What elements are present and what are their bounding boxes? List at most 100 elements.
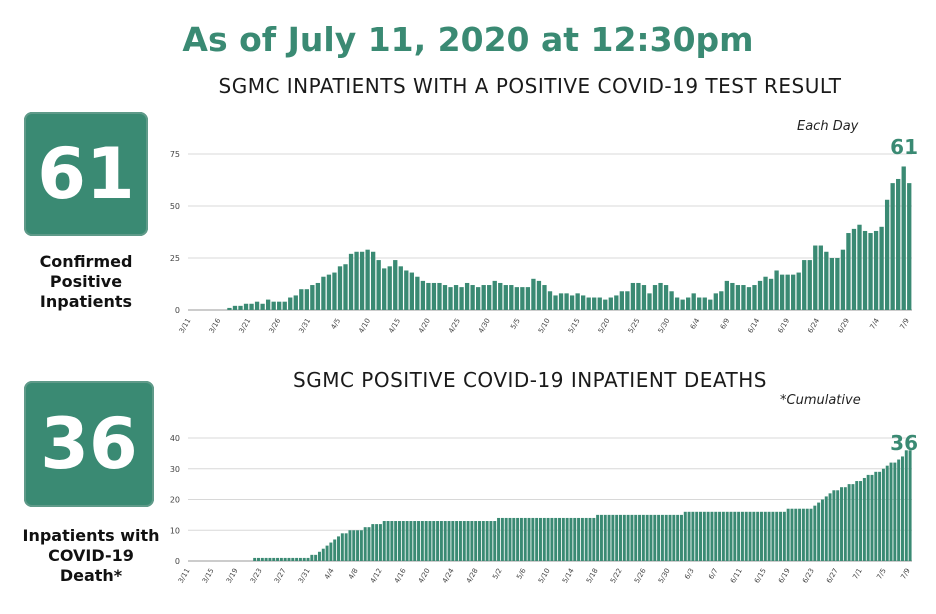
x-tick-label: 5/20 xyxy=(597,317,612,335)
bar xyxy=(672,514,676,561)
bar xyxy=(321,276,326,310)
x-tick-label: 4/8 xyxy=(347,567,360,581)
bar xyxy=(813,245,818,310)
bar xyxy=(730,282,735,310)
bar xyxy=(599,514,603,561)
bar xyxy=(282,301,287,310)
bar xyxy=(424,521,428,561)
bar xyxy=(630,514,634,561)
bar xyxy=(603,514,607,561)
bar xyxy=(561,517,565,561)
bar xyxy=(333,539,337,561)
x-tick-label: 4/4 xyxy=(323,567,336,581)
bar xyxy=(791,274,796,310)
bar xyxy=(451,521,455,561)
bar xyxy=(829,258,835,310)
bar xyxy=(798,508,802,561)
x-tick-label: 6/27 xyxy=(825,567,840,585)
x-tick-label: 7/4 xyxy=(868,317,881,331)
bar xyxy=(553,295,558,310)
bar xyxy=(516,517,520,561)
bar xyxy=(370,251,376,310)
bar xyxy=(584,517,588,561)
bar xyxy=(523,517,527,561)
bar xyxy=(820,499,824,561)
bar xyxy=(889,462,893,561)
x-tick-label: 7/9 xyxy=(899,567,912,581)
bar xyxy=(558,517,562,561)
bar xyxy=(520,287,525,310)
x-tick-label: 6/24 xyxy=(806,317,821,335)
bar xyxy=(519,517,523,561)
bar xyxy=(680,299,685,310)
x-tick-label: 4/30 xyxy=(477,317,492,335)
bar xyxy=(288,297,293,310)
bar xyxy=(904,450,908,561)
bar xyxy=(447,521,451,561)
bar xyxy=(740,511,744,561)
bar xyxy=(340,533,344,561)
bar xyxy=(475,287,481,310)
bar xyxy=(868,233,873,310)
bar xyxy=(573,517,577,561)
bar xyxy=(664,514,668,561)
deaths-label: Inpatients with COVID-19 Death* xyxy=(4,526,178,586)
headline: As of July 11, 2020 at 12:30pm xyxy=(182,20,754,59)
bar xyxy=(756,511,760,561)
bar xyxy=(674,297,680,310)
bar xyxy=(719,291,724,310)
x-tick-label: 6/11 xyxy=(729,567,744,585)
chart-2-note: *Cumulative xyxy=(780,393,861,408)
label-line: Positive xyxy=(49,272,123,291)
bar xyxy=(813,505,817,561)
bar xyxy=(757,280,763,310)
bar xyxy=(363,527,367,561)
bar xyxy=(809,508,813,561)
bar xyxy=(866,474,870,561)
bar xyxy=(409,272,414,310)
bar xyxy=(481,285,486,310)
bar xyxy=(257,557,260,561)
bar xyxy=(527,517,531,561)
bar xyxy=(881,468,885,561)
bar xyxy=(314,554,318,561)
bar xyxy=(702,511,706,561)
bar xyxy=(321,548,325,561)
bar xyxy=(575,293,580,310)
x-tick-label: 5/5 xyxy=(509,317,522,331)
bar xyxy=(404,270,409,310)
bar xyxy=(580,517,584,561)
x-tick-label: 6/19 xyxy=(776,317,791,335)
bar xyxy=(683,511,687,561)
bar xyxy=(614,295,619,310)
bar xyxy=(817,502,821,561)
bar xyxy=(337,536,341,561)
confirmed-positive-count-box: 61 xyxy=(24,112,148,236)
x-tick-label: 7/1 xyxy=(851,567,864,581)
bar xyxy=(453,285,459,310)
bar xyxy=(508,517,512,561)
bar xyxy=(630,282,636,310)
bar xyxy=(386,521,390,561)
bar xyxy=(862,477,866,561)
bar xyxy=(603,299,608,310)
bar xyxy=(828,493,832,561)
bar xyxy=(900,456,904,561)
bar xyxy=(538,517,542,561)
bar xyxy=(746,287,752,310)
bar xyxy=(710,511,714,561)
label-line: COVID-19 xyxy=(48,546,134,565)
bar xyxy=(835,258,840,310)
bar xyxy=(431,282,437,310)
bar xyxy=(432,521,436,561)
bar xyxy=(794,508,798,561)
bar xyxy=(564,293,569,310)
bar xyxy=(470,521,474,561)
bar xyxy=(622,514,626,561)
bar xyxy=(325,545,329,561)
x-tick-label: 3/15 xyxy=(201,567,216,585)
bar xyxy=(277,301,282,310)
bar xyxy=(901,166,906,310)
bar xyxy=(862,230,868,310)
bar xyxy=(724,280,730,310)
